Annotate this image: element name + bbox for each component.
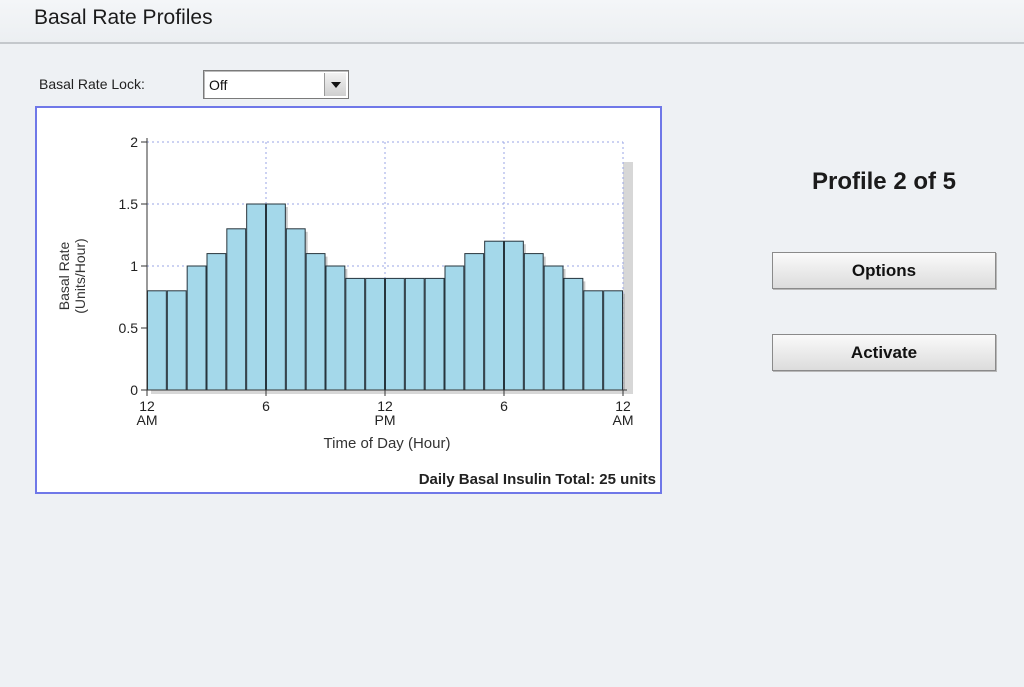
bar (444, 265, 465, 391)
bar (563, 277, 584, 391)
bar (484, 240, 504, 391)
bar (147, 290, 167, 391)
y-axis-title-units: (Units/Hour) (72, 238, 88, 313)
y-tick-label: 1 (130, 258, 138, 274)
bar (424, 277, 445, 391)
bar (543, 265, 564, 391)
y-tick-label: 0.5 (119, 320, 139, 336)
bar (305, 253, 326, 391)
bar (504, 240, 524, 391)
y-tick-label: 1.5 (119, 196, 139, 212)
bar (226, 228, 247, 391)
x-tick-label: 12 (615, 398, 631, 414)
x-axis-title: Time of Day (Hour) (324, 435, 451, 452)
bar (266, 203, 286, 391)
y-axis-title: Basal Rate (56, 242, 72, 311)
x-tick-label: 6 (262, 398, 270, 414)
bar (464, 253, 485, 391)
daily-total-label: Daily Basal Insulin Total: 25 units (418, 471, 656, 488)
page-header: Basal Rate Profiles (0, 0, 1024, 44)
bar (246, 203, 267, 391)
x-tick-label: 6 (500, 398, 508, 414)
x-tick-label: 12 (139, 398, 155, 414)
x-tick-label-suffix: AM (613, 412, 634, 428)
bar (365, 277, 385, 391)
bar (523, 253, 544, 391)
page-title: Basal Rate Profiles (34, 6, 213, 29)
x-tick-label: 12 (377, 398, 393, 414)
bar (345, 277, 366, 391)
activate-button[interactable]: Activate (772, 334, 996, 371)
y-tick-label: 0 (130, 382, 138, 398)
bar (603, 290, 624, 391)
bar (166, 290, 187, 391)
bar (285, 228, 306, 391)
profile-indicator: Profile 2 of 5 (811, 168, 957, 195)
bar (385, 277, 405, 391)
chevron-down-icon[interactable] (324, 73, 346, 96)
bar (206, 253, 227, 391)
basal-rate-lock-select[interactable]: Off (203, 70, 349, 99)
y-tick-label: 2 (130, 134, 138, 150)
bar (186, 265, 207, 391)
basal-rate-lock-value: Off (209, 77, 228, 93)
bar (325, 265, 346, 391)
basal-rate-lock-label: Basal Rate Lock: (39, 76, 145, 92)
options-button[interactable]: Options (772, 252, 996, 289)
x-tick-label-suffix: PM (375, 412, 396, 428)
bar (404, 277, 425, 391)
x-tick-label-suffix: AM (137, 412, 158, 428)
bar (583, 290, 604, 391)
basal-rate-chart: 0 0.5 1 1.5 2 12 AM 6 12 PM 6 12 AM Time of Day (Hour… (35, 106, 662, 494)
